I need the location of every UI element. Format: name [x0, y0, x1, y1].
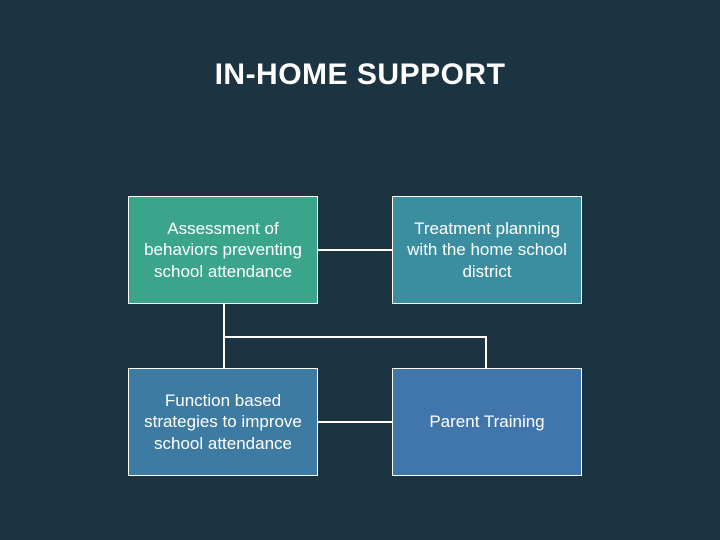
box-parent-training: Parent Training: [392, 368, 582, 476]
box-function-strategies: Function based strategies to improve sch…: [128, 368, 318, 476]
connector-bottom-horizontal: [318, 421, 392, 423]
box-assessment: Assessment of behaviors preventing schoo…: [128, 196, 318, 304]
page-title: IN-HOME SUPPORT: [0, 58, 720, 92]
connector-right-drop: [485, 336, 487, 368]
connector-left-drop: [223, 336, 225, 368]
connector-mid-vertical: [223, 304, 225, 338]
connector-mid-horizontal: [223, 336, 487, 338]
box-treatment-planning: Treatment planning with the home school …: [392, 196, 582, 304]
connector-top-horizontal: [318, 249, 392, 251]
